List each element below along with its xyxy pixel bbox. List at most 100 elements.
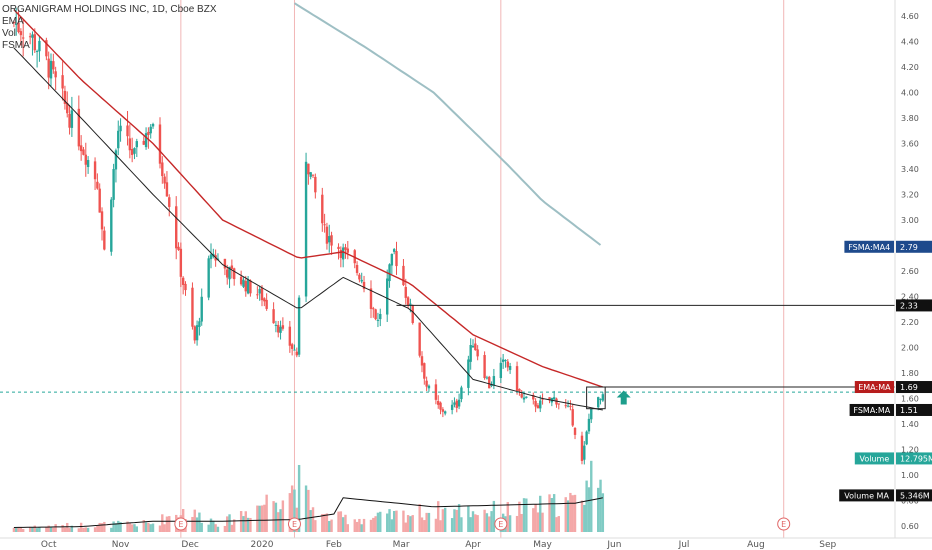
- price-tick-label: 3.80: [901, 114, 919, 123]
- volume-bar-175: [580, 500, 584, 532]
- volume-bar-37: [130, 524, 134, 532]
- volume-bar-81: [274, 502, 278, 532]
- volume-bar-4: [21, 529, 25, 532]
- legend-vol[interactable]: Vol: [2, 28, 16, 39]
- candle-109: [362, 275, 366, 293]
- candle-46: [161, 156, 164, 184]
- candle-181: [599, 398, 602, 405]
- candle-115: [386, 269, 389, 322]
- candle-159: [525, 396, 528, 399]
- earnings-marker-2[interactable]: E: [494, 517, 508, 531]
- volume-bar-44: [151, 523, 155, 532]
- earnings-marker-label: E: [292, 520, 297, 529]
- volume-bar-86: [290, 485, 294, 532]
- up-arrow-icon[interactable]: [616, 390, 631, 405]
- symbol-title[interactable]: ORGANIGRAM HOLDINGS INC, 1D, Cboe BZX: [2, 4, 217, 15]
- volume-bar-42: [147, 522, 150, 532]
- volume-bar-23: [84, 527, 87, 532]
- volume-bar-6: [31, 527, 34, 532]
- volume-bar-72: [244, 511, 247, 532]
- volume-bar-154: [508, 515, 512, 532]
- volume-bar-29: [103, 521, 106, 532]
- candle-136: [453, 397, 456, 408]
- earnings-marker-0[interactable]: E: [174, 517, 188, 531]
- volume-bar-138: [457, 504, 461, 532]
- volume-bar-135: [450, 518, 454, 532]
- volume-bar-128: [425, 512, 428, 532]
- volume-bar-173: [571, 495, 574, 532]
- candle-52: [179, 242, 183, 288]
- candle-20: [77, 95, 81, 151]
- legend-ema[interactable]: EMA: [2, 16, 24, 27]
- volume-bar-165: [548, 494, 551, 532]
- candle-74: [249, 279, 252, 297]
- candle-170: [564, 399, 567, 409]
- volume-bar-79: [265, 494, 268, 532]
- earnings-marker-1[interactable]: E: [287, 517, 301, 531]
- range-box[interactable]: [586, 386, 606, 410]
- candle-103: [344, 243, 347, 259]
- candle-83: [279, 320, 282, 340]
- time-tick-label: Jun: [606, 540, 621, 550]
- candle-128: [425, 376, 428, 392]
- volume-bar-169: [557, 516, 560, 532]
- candle-101: [339, 246, 343, 268]
- legend-fsma[interactable]: FSMA: [2, 40, 30, 51]
- volume-bar-104: [346, 524, 349, 532]
- price-tick-label: 4.20: [901, 63, 919, 72]
- volume-bar-133: [441, 509, 445, 532]
- candle-70: [239, 270, 243, 286]
- volume-bar-59: [200, 522, 203, 532]
- volume-bar-114: [379, 511, 382, 532]
- time-axis[interactable]: Oct Nov Dec 2020 Feb Mar Apr May Jun Jul Aug Sep: [41, 540, 837, 550]
- volume-bar-115: [386, 513, 389, 532]
- candle-79: [265, 293, 268, 311]
- candle-100: [337, 243, 340, 260]
- volume-bar-122: [406, 515, 410, 532]
- level-badge-value: 1.51: [900, 406, 918, 415]
- volume-bar-94: [314, 520, 317, 532]
- volume-bar-74: [249, 517, 252, 532]
- volume-bar-146: [485, 513, 489, 532]
- candle-141: [469, 338, 472, 370]
- candle-157: [520, 390, 523, 399]
- candle-175: [580, 431, 584, 465]
- candle-35: [126, 111, 129, 146]
- volume-bar-18: [68, 528, 71, 532]
- volume-bar-78: [263, 504, 266, 532]
- volume-bar-177: [585, 480, 588, 532]
- volume-bar-107: [358, 518, 361, 532]
- volume-bar-117: [390, 519, 394, 532]
- volume-bar-97: [325, 513, 329, 532]
- volume-bar-134: [443, 507, 447, 532]
- candle-41: [144, 127, 148, 150]
- volume-bar-111: [372, 517, 375, 532]
- volume-bar-131: [437, 501, 440, 532]
- candle-10: [45, 37, 48, 61]
- candle-112: [374, 308, 377, 321]
- volume-bar-63: [214, 524, 217, 532]
- candle-4: [21, 20, 25, 57]
- candle-77: [260, 285, 264, 307]
- candle-57: [195, 320, 199, 346]
- volume-bar-76: [258, 505, 261, 532]
- volume-bar-98: [328, 521, 331, 532]
- candle-18: [68, 104, 71, 135]
- candle-129: [427, 384, 431, 392]
- volume-bar-13: [52, 527, 55, 532]
- earnings-marker-label: E: [498, 520, 503, 529]
- time-tick-label: Apr: [465, 540, 481, 550]
- candle-104: [346, 240, 349, 260]
- candle-88: [295, 347, 298, 358]
- volume-bar-47: [163, 524, 166, 532]
- level-badge-label: Volume MA: [844, 491, 889, 500]
- candle-8: [35, 49, 39, 68]
- volume-bar-139: [460, 517, 463, 532]
- candle-11: [47, 51, 50, 90]
- volume-bar-121: [404, 522, 407, 532]
- earnings-marker-3[interactable]: E: [777, 517, 791, 531]
- volume-bar-28: [100, 523, 104, 532]
- level-badge-value: 12.795M: [900, 454, 932, 463]
- volume-bar-65: [223, 525, 227, 532]
